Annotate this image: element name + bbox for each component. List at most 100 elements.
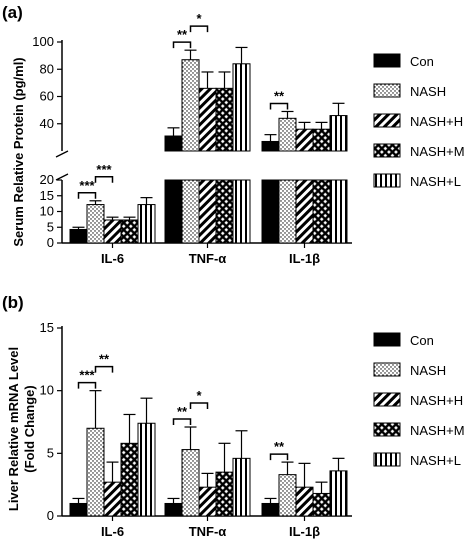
x-tick-label: TNF-α	[189, 524, 227, 539]
legend-label-nash-h: NASH+H	[410, 393, 463, 408]
legend-label-nash-h: NASH+H	[410, 114, 463, 129]
legend-swatch-nash	[373, 362, 401, 377]
bar-nash-h-il-6	[103, 481, 122, 517]
y-tick-label: 10	[40, 204, 54, 219]
y-tick-label: 15	[40, 188, 54, 203]
legend-swatch-con	[373, 53, 401, 68]
legend-label-nash-m: NASH+M	[410, 423, 465, 438]
panel-b-y-axis-label-line1: Liver Relative mRNA Level	[6, 347, 21, 511]
bar-nash-m-il-6	[120, 442, 139, 517]
y-tick-label: 20	[40, 172, 54, 187]
y-tick-label: 5	[47, 445, 54, 460]
significance-bracket	[269, 453, 289, 461]
significance-label: **	[274, 88, 285, 103]
bar-nash-l-il-1	[329, 470, 348, 517]
bar-nash-h-il-1	[295, 486, 314, 517]
significance-bracket	[172, 418, 192, 426]
significance-bracket	[189, 25, 209, 33]
bar-con-il-6	[69, 502, 88, 517]
significance-label: ***	[96, 162, 112, 177]
bar-nash-h-il-6	[103, 219, 122, 244]
bar-nash-il-1-upper	[278, 117, 297, 152]
bar-nash-tnf-upper	[181, 59, 200, 152]
axis-break-mark	[55, 150, 69, 158]
panel-b-y-axis-label-line2: (Fold Change)	[22, 385, 37, 472]
legend-label-nash: NASH	[410, 84, 446, 99]
y-tick-label: 80	[40, 61, 54, 76]
bar-con-il-1-upper	[261, 140, 280, 152]
bar-nash-il-6	[86, 427, 105, 517]
legend-swatch-nash-l	[373, 452, 401, 467]
bar-nash-l-il-1-upper	[329, 115, 348, 152]
y-tick-label: 100	[32, 34, 54, 49]
significance-label: **	[99, 352, 110, 367]
x-tick-label: TNF-α	[189, 251, 227, 266]
significance-label: ***	[79, 178, 95, 193]
x-tick-label: IL-1β	[289, 251, 320, 266]
legend-label-con: Con	[410, 333, 434, 348]
legend-swatch-con	[373, 332, 401, 347]
bar-nash-m-tnf-lower	[215, 179, 234, 244]
bar-nash-h-il-1-lower	[295, 179, 314, 244]
legend-swatch-nash-m	[373, 422, 401, 437]
panel-b-label: (b)	[2, 293, 24, 312]
legend-swatch-nash-m	[373, 143, 401, 158]
significance-label: ***	[79, 368, 95, 383]
significance-bracket	[189, 402, 209, 410]
y-tick-label: 0	[47, 508, 54, 523]
bar-nash-m-tnf	[215, 471, 234, 517]
significance-bracket	[269, 102, 289, 110]
bar-nash-l-tnf-upper	[232, 63, 251, 152]
legend-swatch-nash	[373, 83, 401, 98]
y-tick-label: 60	[40, 89, 54, 104]
bar-nash-m-il-6	[120, 219, 139, 244]
bar-nash-m-il-1-upper	[312, 128, 331, 152]
bar-con-il-6	[69, 228, 88, 244]
bar-nash-l-il-6	[137, 422, 156, 517]
significance-label: *	[196, 388, 202, 403]
legend-swatch-nash-h	[373, 113, 401, 128]
bar-nash-m-tnf-upper	[215, 87, 234, 152]
bar-con-tnf	[164, 502, 183, 517]
bar-nash-l-tnf	[232, 457, 251, 517]
x-tick-label: IL-1β	[289, 524, 320, 539]
significance-label: **	[177, 27, 188, 42]
panel-a-legend: Con NASH NASH+H NASH+M NASH+L	[373, 53, 465, 189]
significance-bracket	[77, 381, 97, 389]
y-tick-label: 10	[40, 383, 54, 398]
bar-nash-tnf-lower	[181, 179, 200, 244]
axis-break-mark	[55, 173, 69, 181]
bar-con-il-1	[261, 502, 280, 517]
bar-nash-l-tnf-lower	[232, 179, 251, 244]
legend-label-nash-m: NASH+M	[410, 144, 465, 159]
legend-label-con: Con	[410, 54, 434, 69]
legend-swatch-nash-h	[373, 392, 401, 407]
significance-bracket	[94, 365, 114, 373]
y-tick-label: 0	[47, 235, 54, 250]
significance-bracket	[94, 176, 114, 183]
bar-nash-tnf	[181, 449, 200, 517]
significance-bracket	[172, 41, 192, 49]
x-tick-label: IL-6	[101, 251, 124, 266]
axis-break-gap	[63, 152, 348, 179]
legend-label-nash-l: NASH+L	[410, 453, 461, 468]
bar-nash-l-il-1-lower	[329, 179, 348, 244]
bar-con-il-1-lower	[261, 179, 280, 244]
bar-nash-h-tnf-upper	[198, 87, 217, 152]
legend-label-nash-l: NASH+L	[410, 174, 461, 189]
y-tick-label: 40	[40, 116, 54, 131]
significance-label: *	[196, 11, 202, 26]
y-tick-label: 15	[40, 320, 54, 335]
bar-nash-l-il-6	[137, 204, 156, 244]
x-tick-label: IL-6	[101, 524, 124, 539]
bar-nash-h-tnf	[198, 486, 217, 517]
significance-label: **	[274, 439, 285, 454]
bar-nash-m-il-1	[312, 492, 331, 517]
bar-nash-il-1	[278, 474, 297, 517]
significance-label: **	[177, 404, 188, 419]
legend-swatch-nash-l	[373, 173, 401, 188]
bar-nash-h-tnf-lower	[198, 179, 217, 244]
panel-a-y-axis-label: Serum Relative Protein (pg/ml)	[11, 57, 26, 246]
